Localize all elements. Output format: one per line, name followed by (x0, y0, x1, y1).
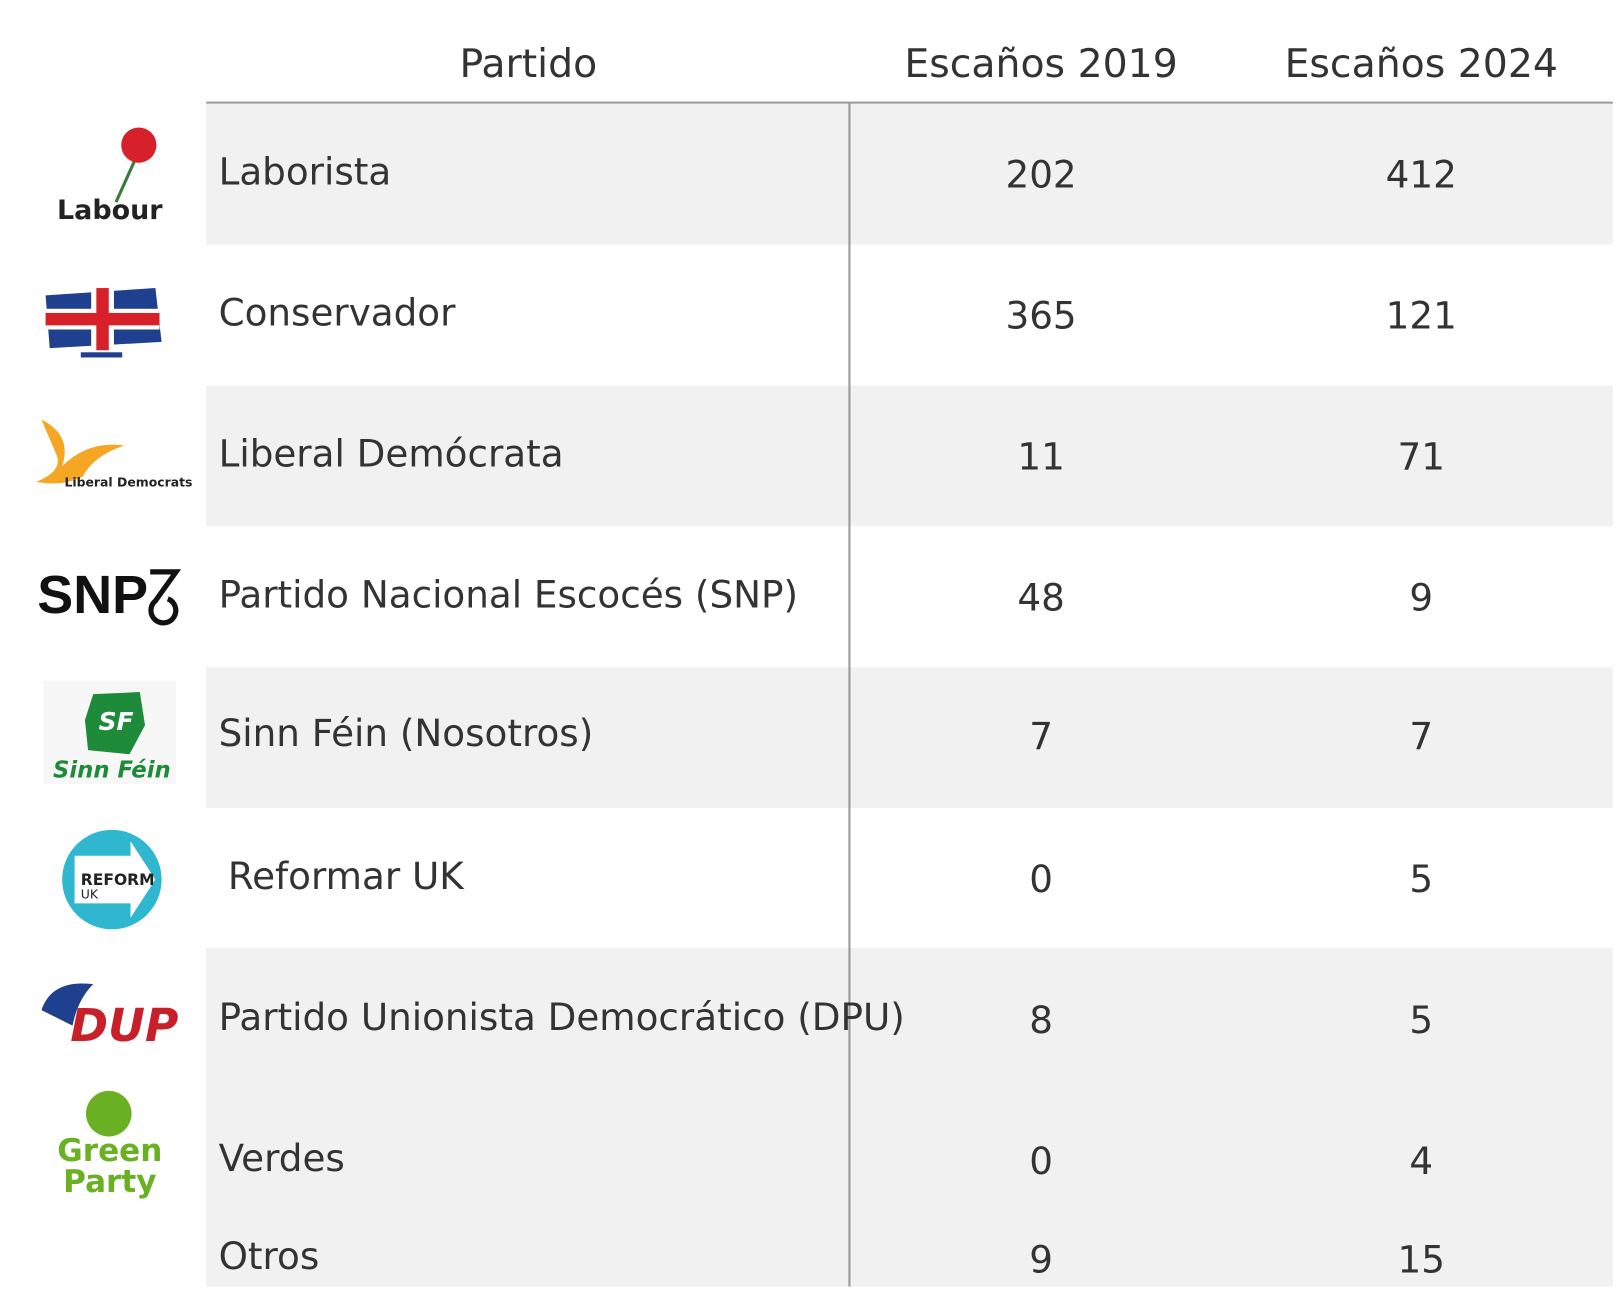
logo-swirl (148, 569, 182, 626)
row-backgrounds (206, 103, 1613, 1287)
seats-2019: 7 (1029, 714, 1053, 758)
seats-2019: 11 (1017, 434, 1064, 478)
party-name: Partido Unionista Democrático (DPU) (219, 995, 905, 1039)
seats-2024: 5 (1409, 857, 1433, 901)
logo-text: Green (57, 1133, 162, 1169)
seats-2024: 4 (1409, 1139, 1433, 1183)
logo-text: Sinn Féin (53, 757, 171, 783)
logo-base (80, 352, 123, 358)
party-logo (43, 281, 162, 358)
party-name: Verdes (219, 1136, 345, 1180)
seats-2019: 8 (1029, 998, 1053, 1042)
header-cell: Partido (459, 41, 597, 87)
logo-island (84, 692, 146, 755)
logo-sun (85, 1090, 132, 1137)
seats-2024: 9 (1409, 575, 1433, 619)
party-logo: SF Sinn Féin (43, 680, 177, 785)
row-band (206, 385, 1613, 527)
row-band (206, 1087, 1613, 1223)
logo-flag-red-v (96, 288, 109, 351)
seats-2019: 0 (1029, 1139, 1053, 1183)
row-band (206, 1222, 1613, 1287)
logo-text: REFORM (81, 871, 155, 889)
header-cell: Escaños 2024 (1285, 41, 1558, 87)
party-name: Partido Nacional Escocés (SNP) (219, 572, 798, 616)
logo-lion (41, 983, 94, 1026)
logo-text: Party (63, 1164, 156, 1200)
row-band (206, 103, 1613, 245)
party-name: Liberal Demócrata (219, 431, 564, 475)
logo-text: Labour (57, 195, 163, 226)
seats-2019: 48 (1017, 575, 1064, 619)
row-band (206, 667, 1613, 809)
seats-2024: 15 (1398, 1237, 1445, 1281)
header-cell: Escaños 2019 (904, 41, 1177, 87)
party-logo: DUP (41, 983, 178, 1052)
logo-arrow (74, 841, 156, 918)
seats-2024: 7 (1409, 714, 1433, 758)
seats-2024: 71 (1398, 434, 1445, 478)
seats-2019: 9 (1029, 1237, 1053, 1281)
seats-2024: 5 (1409, 998, 1433, 1042)
party-name: Otros (219, 1234, 320, 1278)
party-name: Reformar UK (228, 854, 465, 898)
logo-bird (36, 419, 125, 484)
seats-2024: 121 (1386, 294, 1457, 338)
logo-text: SNP (37, 565, 148, 625)
logo-stem (114, 160, 137, 203)
seats-2019: 365 (1005, 294, 1076, 338)
row-band (206, 947, 1613, 1088)
party-name: Conservador (219, 290, 457, 334)
seats-2024: 412 (1386, 153, 1457, 197)
logo-text: DUP (70, 999, 178, 1052)
logo-mark: SF (99, 707, 134, 736)
seats-2019: 0 (1029, 857, 1053, 901)
logo-text-sub: UK (81, 887, 99, 902)
seats-2019: 202 (1005, 153, 1076, 197)
party-name: Sinn Féin (Nosotros) (219, 711, 594, 755)
party-name: Laborista (219, 150, 392, 194)
party-logo: Labour (57, 127, 163, 226)
logo-rose (121, 127, 157, 163)
party-logo: SNP (37, 565, 182, 626)
logo-text: Liberal Democrats (64, 474, 192, 489)
party-logo: Liberal Democrats (36, 419, 192, 489)
